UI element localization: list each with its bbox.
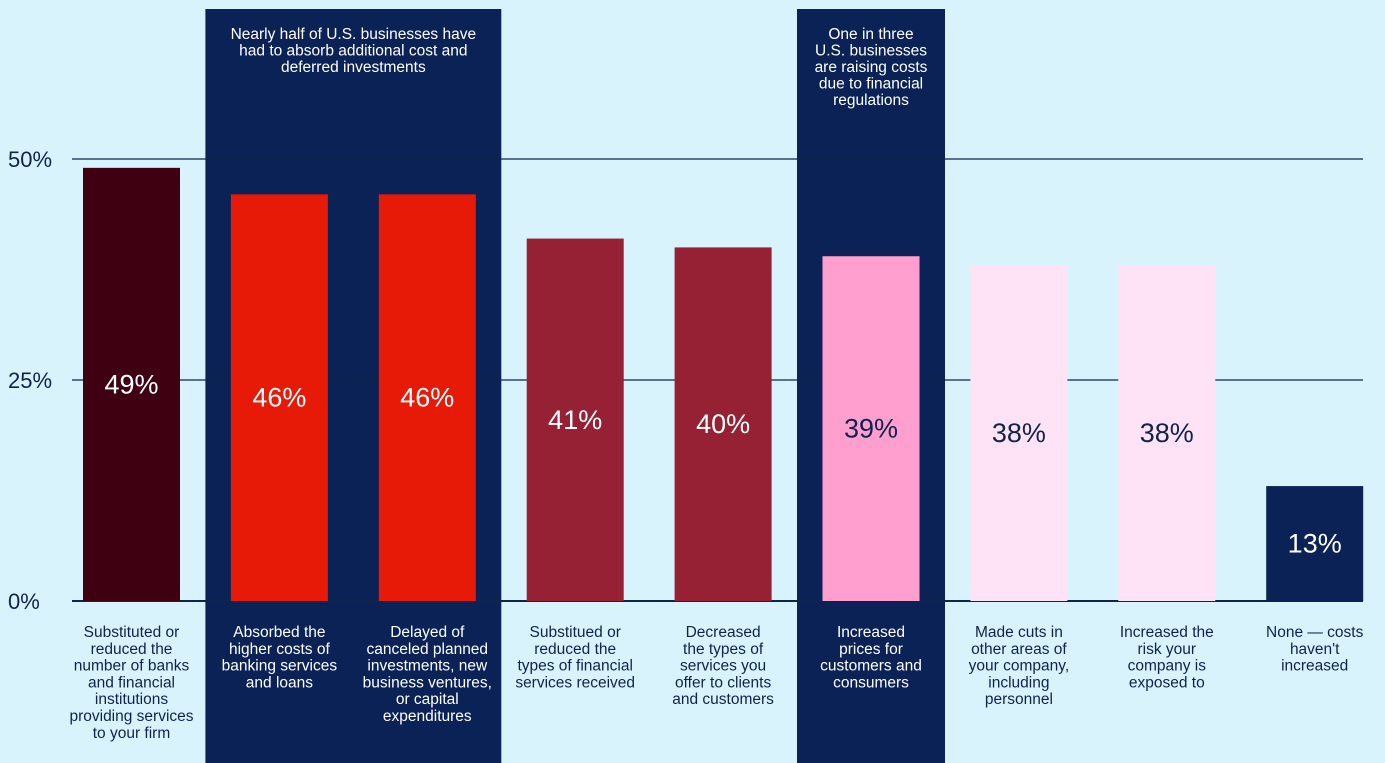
bar <box>83 167 180 601</box>
highlight-annotation-line: had to absorb additional cost and <box>239 43 467 60</box>
x-tick-label-line: your company, <box>969 658 1070 675</box>
y-tick-label: 0% <box>8 589 40 614</box>
highlight-annotation-line: are raising costs <box>815 59 928 76</box>
y-tick-label: 50% <box>8 147 52 172</box>
x-tick-label-line: investments, new <box>367 658 488 675</box>
x-tick-label-line: Delayed of <box>390 624 465 641</box>
x-tick-label-line: and customers <box>672 691 774 708</box>
highlight-annotation-line: Nearly half of U.S. businesses have <box>231 26 477 43</box>
x-tick-label-line: None — costs <box>1266 624 1364 641</box>
data-label: 40% <box>696 409 750 439</box>
x-tick-label-line: company is <box>1128 658 1207 675</box>
bar-layer <box>83 167 1364 602</box>
x-tick-label-line: institutions <box>95 691 168 708</box>
bar <box>822 256 920 601</box>
x-tick-label: Substituted or reduced the number of banks… <box>69 624 193 742</box>
x-tick-label-line: prices for <box>839 641 903 658</box>
x-tick-label-line: increased <box>1281 658 1348 675</box>
bar <box>1266 486 1364 601</box>
x-tick-label-line: Substitued or <box>530 624 621 641</box>
x-tick-label-line: or capital <box>396 691 459 708</box>
x-tick-label-line: risk your <box>1138 641 1197 658</box>
x-tick-label: Absorbed the higher costs of banking servi… <box>222 624 338 691</box>
x-tick-label-line: exposed to <box>1129 674 1205 691</box>
highlight-annotation-line: U.S. businesses <box>815 43 927 60</box>
data-label: 49% <box>104 369 158 399</box>
x-tick-label-line: consumers <box>833 674 909 691</box>
x-tick-label-line: services received <box>515 674 635 691</box>
highlight-annotation-line: One in three <box>828 26 913 43</box>
x-tick-label-line: providing services <box>69 708 193 725</box>
x-tick-label-line: the types of <box>683 641 764 658</box>
text-layer: Nearly half of U.S. businesses have had t… <box>8 26 1364 742</box>
x-tick-label-line: canceled planned <box>367 641 489 658</box>
highlight-annotation-line: regulations <box>833 92 909 109</box>
x-tick-label-line: to your firm <box>93 725 171 742</box>
bar <box>526 238 624 601</box>
x-tick-label-line: Increased the <box>1120 624 1214 641</box>
bar <box>674 247 772 601</box>
x-tick-label-line: types of financial <box>517 658 632 675</box>
x-tick-label-line: expenditures <box>383 708 472 725</box>
data-label: 38% <box>1140 418 1194 448</box>
x-tick-label: Delayed of canceled planned investments, n… <box>363 624 492 725</box>
highlight-annotation-line: deferred investments <box>281 59 426 76</box>
x-tick-label-line: number of banks <box>74 658 190 675</box>
x-tick-label-line: personnel <box>985 691 1053 708</box>
data-label: 41% <box>548 405 602 435</box>
y-tick-label: 25% <box>8 368 52 393</box>
x-tick-label-line: and financial <box>88 674 175 691</box>
x-tick-label: Made cuts in other areas of your company, i… <box>969 624 1070 708</box>
x-tick-label-line: other areas of <box>971 641 1067 658</box>
x-tick-label: Decreased the types of services you offer t… <box>672 624 774 708</box>
bar <box>378 194 476 602</box>
x-tick-label-line: including <box>988 674 1049 691</box>
x-tick-label: Substitued or reduced the types of financi… <box>515 624 635 691</box>
x-tick-label-line: reduced the <box>534 641 616 658</box>
x-tick-label-line: Made cuts in <box>975 624 1063 641</box>
highlight-annotation-line: due to financial <box>819 76 923 93</box>
x-tick-label-line: Decreased <box>686 624 761 641</box>
data-label: 13% <box>1288 529 1342 559</box>
x-tick-label-line: Absorbed the <box>233 624 325 641</box>
x-tick-label: None — costs haven't increased <box>1266 624 1364 675</box>
x-tick-label-line: business ventures, <box>363 674 492 691</box>
data-label: 46% <box>252 383 306 413</box>
data-label: 38% <box>992 418 1046 448</box>
bar <box>970 265 1068 601</box>
x-tick-label-line: Substituted or <box>84 624 180 641</box>
x-tick-label-line: Increased <box>837 624 905 641</box>
x-tick-label: Increased the risk your company is exposed … <box>1120 624 1214 691</box>
x-tick-label-line: banking services <box>222 658 338 675</box>
bar <box>230 194 328 602</box>
bar <box>1118 265 1216 601</box>
x-tick-label-line: haven't <box>1290 641 1340 658</box>
highlight-annotation: One in three U.S. businesses are raising c… <box>815 26 928 109</box>
x-tick-label-line: services you <box>680 658 766 675</box>
x-tick-label-line: customers and <box>820 658 922 675</box>
x-tick-label-line: reduced the <box>91 641 173 658</box>
highlight-annotation: Nearly half of U.S. businesses have had t… <box>231 26 477 76</box>
data-label: 46% <box>400 383 454 413</box>
x-tick-label-line: higher costs of <box>229 641 330 658</box>
x-tick-label-line: offer to clients <box>675 674 771 691</box>
data-label: 39% <box>844 414 898 444</box>
x-tick-label: Increased prices for customers and consumer… <box>820 624 922 691</box>
x-tick-label-line: and loans <box>246 674 313 691</box>
